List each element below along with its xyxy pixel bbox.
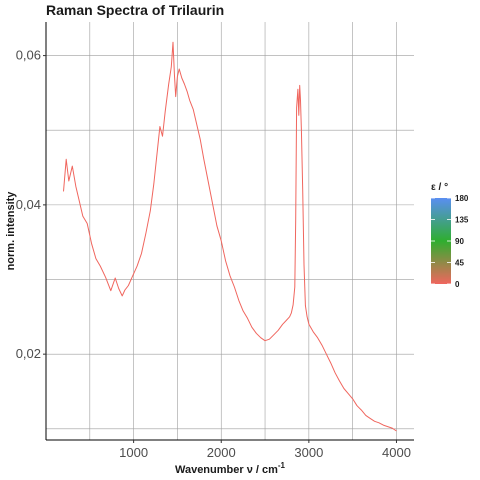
legend-tick-label: 45	[455, 259, 464, 268]
grid-lines	[46, 22, 414, 440]
x-tick-label: 3000	[294, 445, 323, 460]
x-axis-label-text: Wavenumber ν / cm	[175, 464, 278, 476]
legend-color-bar	[431, 198, 451, 284]
plot-area	[45, 22, 414, 441]
series-layer	[63, 41, 397, 432]
x-tick-label: 1000	[119, 445, 148, 460]
y-tick-label: 0,02	[16, 346, 41, 361]
x-axis-label: Wavenumber ν / cm-1	[175, 461, 286, 476]
y-axis-label: norm. intensity	[5, 191, 17, 271]
legend-tick-label: 0	[455, 280, 460, 289]
legend: ε / ° 180 135 90 45 0	[431, 182, 469, 289]
panel-background	[46, 22, 414, 440]
legend-ticks: 180 135 90 45 0	[431, 194, 469, 289]
x-tick-labels: 1000 2000 3000 4000	[119, 440, 411, 460]
y-tick-label: 0,04	[16, 197, 41, 212]
x-tick-label: 4000	[382, 445, 411, 460]
x-tick-label: 2000	[207, 445, 236, 460]
y-tick-label: 0,06	[16, 48, 41, 63]
legend-tick-label: 90	[455, 237, 464, 246]
x-axis-label-superscript: -1	[278, 461, 286, 470]
legend-title: ε / °	[431, 182, 448, 193]
spectrum-line	[63, 41, 397, 432]
y-tick-labels: 0,02 0,04 0,06	[16, 48, 46, 361]
chart-title: Raman Spectra of Trilaurin	[46, 2, 224, 18]
legend-tick-label: 135	[455, 216, 469, 225]
legend-tick-label: 180	[455, 194, 469, 203]
